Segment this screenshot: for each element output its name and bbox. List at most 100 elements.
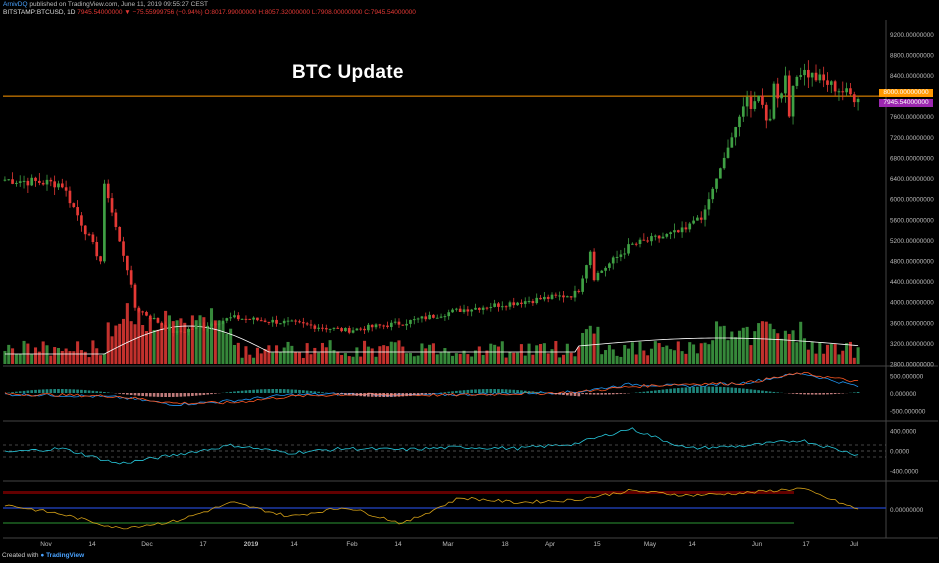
macd-histogram-bar [313, 391, 317, 393]
volume-bar [152, 330, 156, 364]
candle-body [7, 179, 11, 181]
volume-bar [33, 347, 38, 364]
macd-histogram-bar [470, 389, 474, 393]
candle-body [504, 306, 508, 308]
macd-histogram-bar [676, 388, 680, 393]
macd-histogram-bar [833, 393, 837, 395]
volume-bar [313, 347, 317, 364]
candle-body [814, 72, 818, 81]
candle-body [160, 322, 164, 326]
macd-histogram-bar [374, 393, 378, 397]
volume-bar [592, 333, 596, 364]
candle-body [168, 326, 171, 330]
candle-body [83, 225, 87, 235]
candle-body [64, 187, 68, 191]
volume-bar [577, 346, 581, 364]
resistance-price-tag: 8000.00000000 [879, 89, 933, 97]
symbol-name[interactable]: BITSTAMP:BTCUSD, 1D [3, 9, 76, 16]
volume-bar [646, 355, 650, 364]
candle-body [397, 321, 401, 325]
macd-histogram-bar [409, 393, 412, 396]
macd-histogram-bar [527, 391, 531, 393]
macd-histogram-bar [596, 393, 600, 395]
macd-histogram-bar [661, 389, 665, 393]
volume-bar [845, 343, 849, 364]
macd-histogram-bar [91, 390, 95, 393]
candle-body [389, 322, 393, 327]
macd-histogram-bar [619, 393, 623, 394]
macd-histogram-bar [145, 393, 148, 397]
candle-body [298, 321, 301, 323]
candle-body [72, 203, 76, 208]
candle-body [22, 180, 26, 182]
volume-bar [286, 341, 290, 364]
tradingview-brand[interactable]: TradingView [46, 552, 85, 559]
publish-text: published on TradingView.com, June 11, 2… [29, 1, 209, 8]
macd-histogram-bar [761, 390, 764, 393]
volume-bar [573, 356, 577, 364]
macd-histogram-bar [225, 392, 229, 393]
volume-bar [14, 353, 18, 364]
macd-histogram-bar [83, 390, 87, 393]
candle-body [164, 325, 167, 330]
macd-histogram-bar [611, 393, 615, 395]
macd-histogram-bar [638, 392, 642, 393]
macd-histogram-bar [443, 392, 447, 393]
candle-body [213, 323, 217, 325]
macd-histogram-bar [282, 389, 286, 393]
macd-histogram-bar [72, 389, 76, 393]
price-tick-label: 4400.00000000 [890, 279, 934, 286]
volume-bar [167, 315, 171, 364]
macd-histogram-bar [715, 386, 718, 393]
candle-body [328, 328, 332, 330]
volume-bar [772, 329, 776, 364]
macd-histogram-bar [279, 389, 282, 393]
macd-histogram-bar [814, 393, 818, 395]
candle-body [68, 190, 72, 204]
candle-body [841, 91, 845, 93]
macd-histogram-bar [500, 389, 504, 393]
candle-body [523, 301, 527, 304]
volume-bar [240, 357, 244, 364]
candle-body [761, 95, 764, 105]
volume-bar [481, 354, 485, 364]
volume-bar [561, 354, 566, 364]
macd-histogram-bar [416, 393, 420, 396]
macd-histogram-bar [508, 389, 512, 393]
macd-histogram-bar [489, 389, 493, 393]
volume-bar [718, 326, 722, 364]
candle-body [562, 295, 565, 298]
candle-body [106, 183, 110, 199]
macd-histogram-bar [244, 390, 248, 393]
volume-bar [596, 326, 600, 364]
macd-tick-label: -500.000000 [890, 409, 926, 416]
candle-body [374, 324, 378, 328]
macd-histogram-bar [642, 391, 646, 393]
volume-bar [30, 354, 34, 364]
macd-histogram-bar [336, 393, 340, 394]
author-link[interactable]: ArnivDQ [3, 1, 28, 8]
volume-bar [841, 350, 845, 364]
candle-body [753, 101, 757, 109]
candle-body [271, 319, 275, 323]
candle-body [99, 256, 102, 262]
volume-bar [340, 355, 344, 364]
candle-body [363, 328, 366, 331]
candle-body [217, 323, 221, 325]
macd-histogram-bar [156, 393, 160, 397]
macd-histogram-bar [657, 390, 661, 393]
macd-histogram-bar [692, 386, 695, 393]
volume-bar [416, 355, 420, 364]
macd-histogram-bar [757, 390, 760, 393]
candle-body [726, 147, 730, 158]
volume-bar [451, 355, 455, 364]
volume-bar [829, 344, 833, 364]
macd-histogram-bar [18, 391, 22, 393]
macd-histogram-bar [585, 393, 588, 395]
volume-bar [412, 356, 416, 364]
candle-body [749, 96, 753, 109]
macd-histogram-bar [363, 393, 366, 397]
footer: Created with ● TradingView [2, 552, 84, 559]
candle-body [416, 318, 420, 320]
